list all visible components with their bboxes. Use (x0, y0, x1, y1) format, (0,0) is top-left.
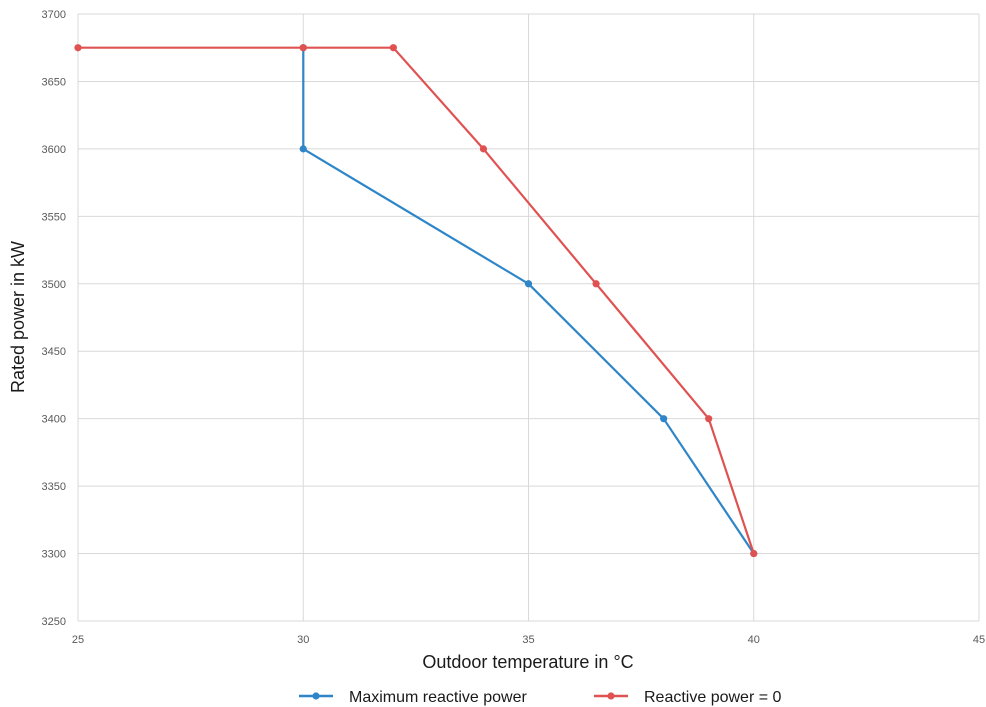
data-point (660, 415, 668, 423)
y-tick-label: 3500 (42, 279, 66, 291)
y-tick-label: 3350 (42, 481, 66, 493)
legend-item: Maximum reactive power (299, 689, 528, 706)
data-point (389, 44, 397, 52)
y-tick-label: 3700 (42, 9, 66, 21)
series-2 (74, 44, 758, 558)
x-tick-label: 35 (522, 634, 534, 646)
data-point (524, 280, 533, 288)
legend-label: Reactive power = 0 (644, 689, 782, 706)
legend-label: Maximum reactive power (349, 689, 528, 706)
y-tick-label: 3450 (42, 346, 66, 358)
x-tick-label: 45 (973, 634, 985, 646)
legend: Maximum reactive power Reactive power = 0 (299, 689, 782, 706)
y-tick-label: 3600 (42, 144, 66, 156)
data-point (592, 280, 600, 288)
data-point (479, 145, 488, 153)
y-tick-labels: 3250 3300 3350 3400 3450 3500 3550 3600 3650 3700 (42, 9, 66, 628)
x-tick-label: 30 (297, 634, 309, 646)
series-group (74, 44, 758, 558)
x-tick-labels: 25 30 35 40 45 (72, 634, 985, 646)
x-tick-label: 25 (72, 634, 84, 646)
y-tick-label: 3400 (42, 414, 66, 426)
y-tick-label: 3300 (42, 549, 66, 561)
data-point (705, 415, 713, 423)
series-line (78, 46, 755, 554)
legend-item: Reactive power = 0 (594, 689, 782, 706)
data-point (74, 44, 82, 52)
y-tick-label: 3550 (42, 211, 66, 223)
data-point (299, 44, 307, 52)
data-point (299, 145, 307, 153)
y-tick-label: 3250 (42, 616, 66, 628)
y-axis-title: Rated power in kW (8, 241, 28, 393)
x-tick-label: 40 (748, 634, 760, 646)
x-axis-title: Outdoor temperature in °C (422, 652, 633, 672)
data-point (750, 549, 758, 558)
legend-swatch-marker (607, 692, 615, 700)
legend-swatch-marker (312, 692, 320, 700)
gridlines (77, 13, 980, 622)
y-tick-label: 3650 (42, 76, 66, 88)
